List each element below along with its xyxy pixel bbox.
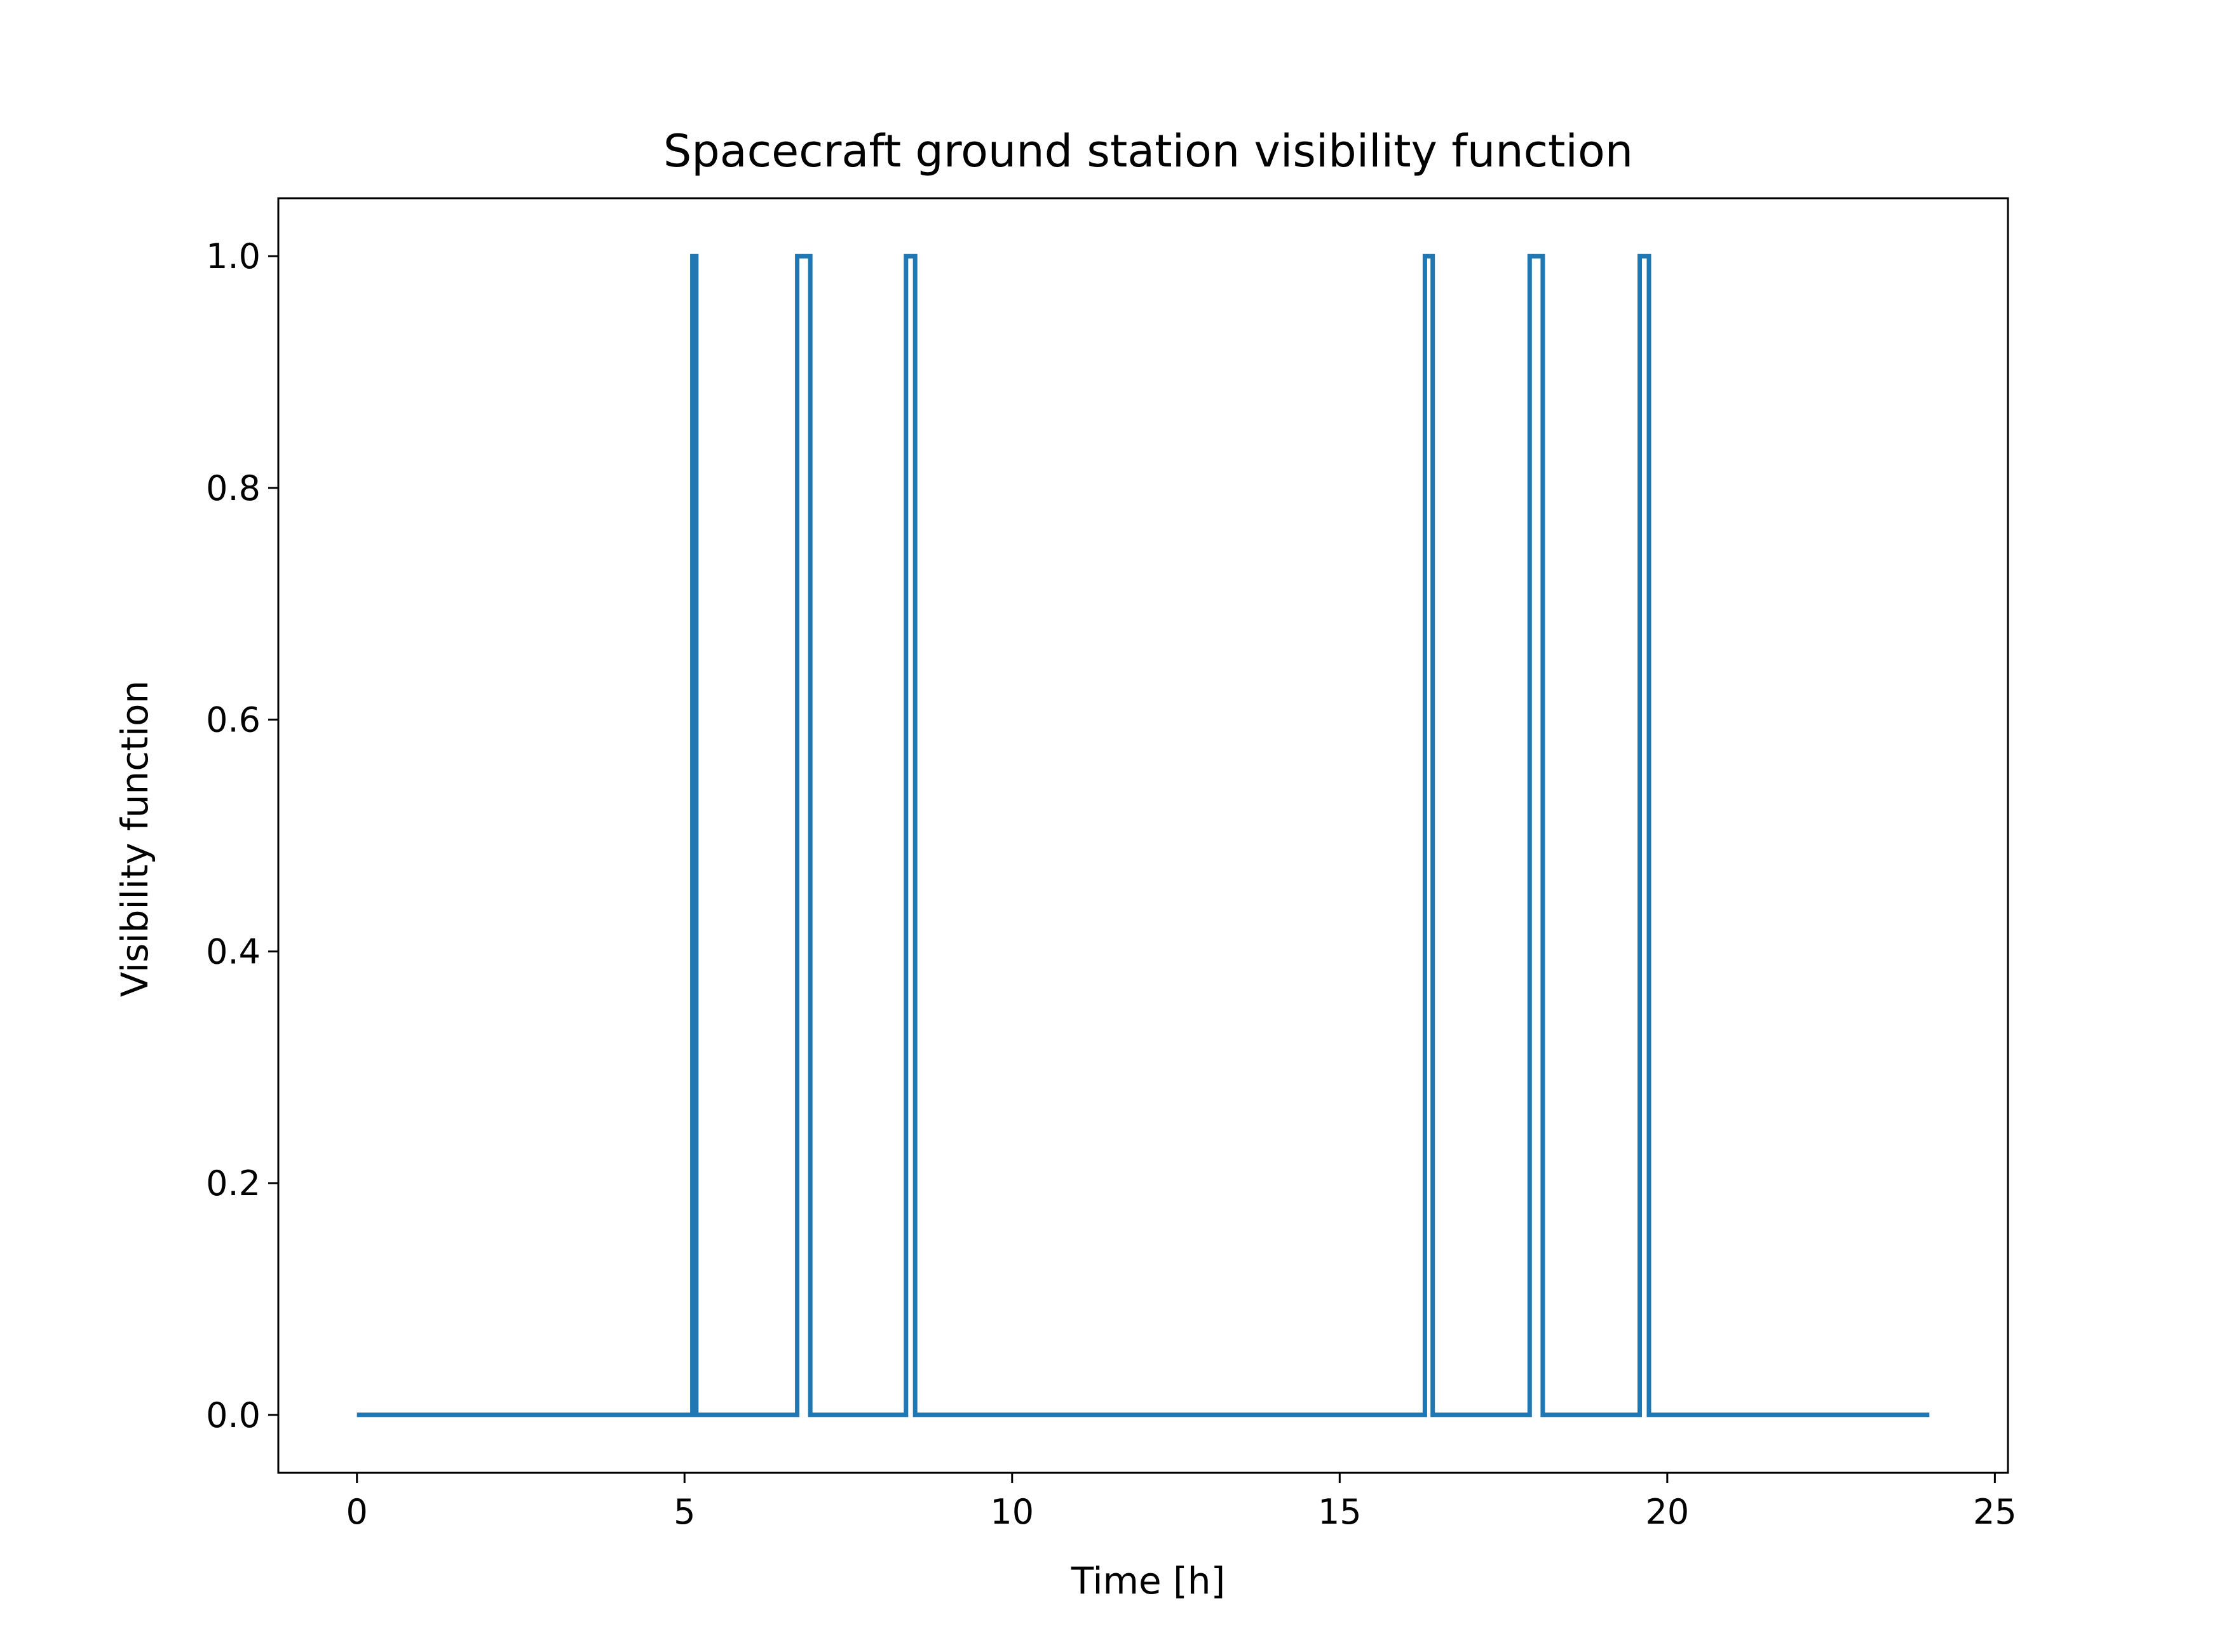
axes-frame [277, 197, 2009, 1474]
chart-title: Spacecraft ground station visibility fun… [663, 125, 1633, 177]
x-tick-label: 25 [1973, 1492, 2017, 1532]
y-tick-label: 0.6 [206, 700, 261, 740]
y-tick-label: 0.8 [206, 468, 261, 508]
x-tick-label: 20 [1645, 1492, 1689, 1532]
x-axis: 0 5 10 15 20 25 [346, 1473, 2017, 1532]
y-axis-label: Visibility function [113, 680, 156, 997]
y-tick-label: 1.0 [206, 236, 261, 276]
series-line-0 [356, 254, 1930, 1418]
y-tick-label: 0.4 [206, 931, 261, 972]
y-axis: 0.0 0.2 0.4 0.6 0.8 1.0 [206, 236, 278, 1435]
x-tick-label: 10 [990, 1492, 1034, 1532]
plot-area [356, 254, 1930, 1418]
y-tick-label: 0.0 [206, 1395, 261, 1435]
x-axis-label: Time [h] [1071, 1559, 1225, 1602]
x-tick-label: 15 [1318, 1492, 1362, 1532]
x-tick-label: 5 [674, 1492, 695, 1532]
x-tick-label: 0 [346, 1492, 368, 1532]
y-tick-label: 0.2 [206, 1163, 261, 1203]
